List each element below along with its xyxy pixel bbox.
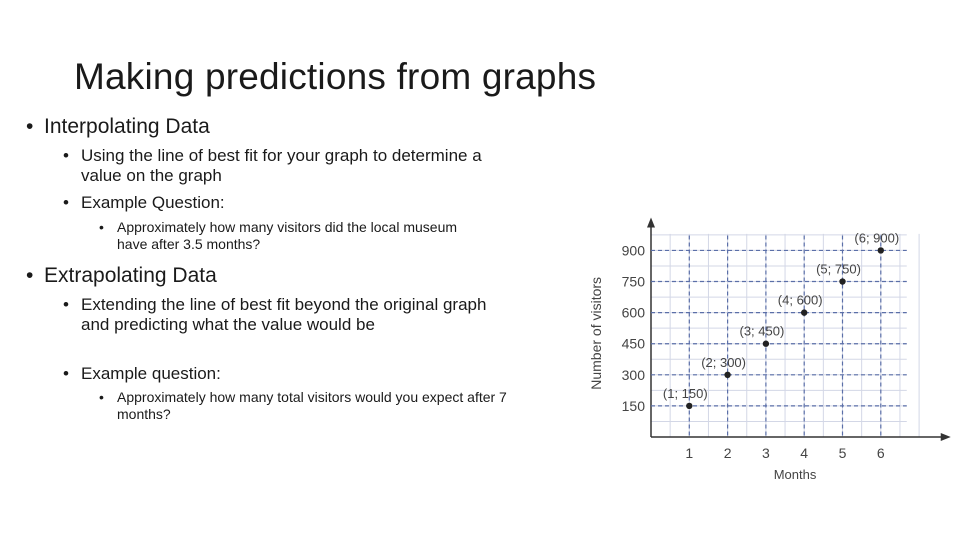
- y-axis-arrow-icon: [647, 217, 655, 228]
- y-tick-label: 150: [622, 398, 646, 414]
- data-point: [877, 247, 884, 254]
- x-tick-label: 5: [839, 445, 847, 461]
- bullet-dot-icon: •: [26, 264, 34, 287]
- x-tick-label: 6: [877, 445, 885, 461]
- data-point-label: (3; 450): [739, 324, 784, 339]
- bullet-dot-icon: •: [63, 364, 69, 383]
- x-axis-arrow-icon: [940, 433, 951, 441]
- x-tick-label: 4: [800, 445, 808, 461]
- y-tick-label: 900: [622, 242, 646, 258]
- bullet-text: Extending the line of best fit beyond th…: [81, 295, 487, 334]
- data-point: [724, 371, 731, 379]
- bullet-text: Example Question:: [81, 193, 225, 212]
- x-axis-title: Months: [774, 467, 817, 482]
- bullet-dot-icon: •: [63, 146, 69, 165]
- bullet-text: Approximately how many total visitors wo…: [117, 389, 507, 422]
- bullet-dot-icon: •: [99, 389, 104, 405]
- data-point: [686, 402, 693, 410]
- data-point: [839, 278, 846, 285]
- visitors-scatter-chart: 150 300 450 600 750 900 1 2 3 4 5 6 (1; 150) (2; 300)…: [588, 217, 951, 482]
- x-tick-label: 3: [762, 445, 770, 461]
- data-point-label: (5; 750): [816, 262, 861, 277]
- bullet-text: Approximately how many visitors did the …: [117, 219, 458, 252]
- y-tick-label: 450: [622, 336, 646, 352]
- bullet-dot-icon: •: [63, 193, 69, 212]
- bullet-dot-icon: •: [63, 295, 69, 314]
- bullet-question-extrapolate: • Approximately how many total visitors …: [99, 389, 519, 423]
- bullet-question-interpolate: • Approximately how many visitors did th…: [99, 219, 489, 253]
- bullet-interpolating: • Interpolating Data: [26, 115, 546, 139]
- bullet-interpolating-definition: • Using the line of best fit for your gr…: [63, 146, 483, 186]
- data-point-label: (6; 900): [854, 230, 899, 245]
- bullet-extrapolating: • Extrapolating Data: [26, 264, 546, 288]
- bullet-text: Example question:: [81, 364, 221, 383]
- bullet-extrapolating-definition: • Extending the line of best fit beyond …: [63, 295, 493, 335]
- bullet-text: Extrapolating Data: [44, 264, 217, 287]
- y-tick-label: 600: [622, 305, 646, 321]
- bullet-example-question-2: • Example question:: [63, 364, 483, 384]
- x-tick-label: 1: [685, 445, 693, 461]
- y-axis-title: Number of visitors: [588, 277, 604, 390]
- bullet-text: Interpolating Data: [44, 115, 210, 138]
- y-tick-label: 300: [622, 367, 646, 383]
- bullet-dot-icon: •: [26, 115, 34, 138]
- x-tick-label: 2: [724, 445, 732, 461]
- data-point-label: (2; 300): [701, 355, 746, 370]
- data-point: [801, 309, 808, 316]
- data-point-label: (4; 600): [778, 293, 823, 308]
- bullet-text: Using the line of best fit for your grap…: [81, 146, 482, 185]
- data-point-label: (1; 150): [663, 386, 708, 401]
- bullet-dot-icon: •: [99, 219, 104, 235]
- data-point: [762, 340, 770, 347]
- y-tick-label: 750: [622, 274, 646, 290]
- bullet-example-question-1: • Example Question:: [63, 193, 483, 213]
- slide-title: Making predictions from graphs: [74, 56, 597, 97]
